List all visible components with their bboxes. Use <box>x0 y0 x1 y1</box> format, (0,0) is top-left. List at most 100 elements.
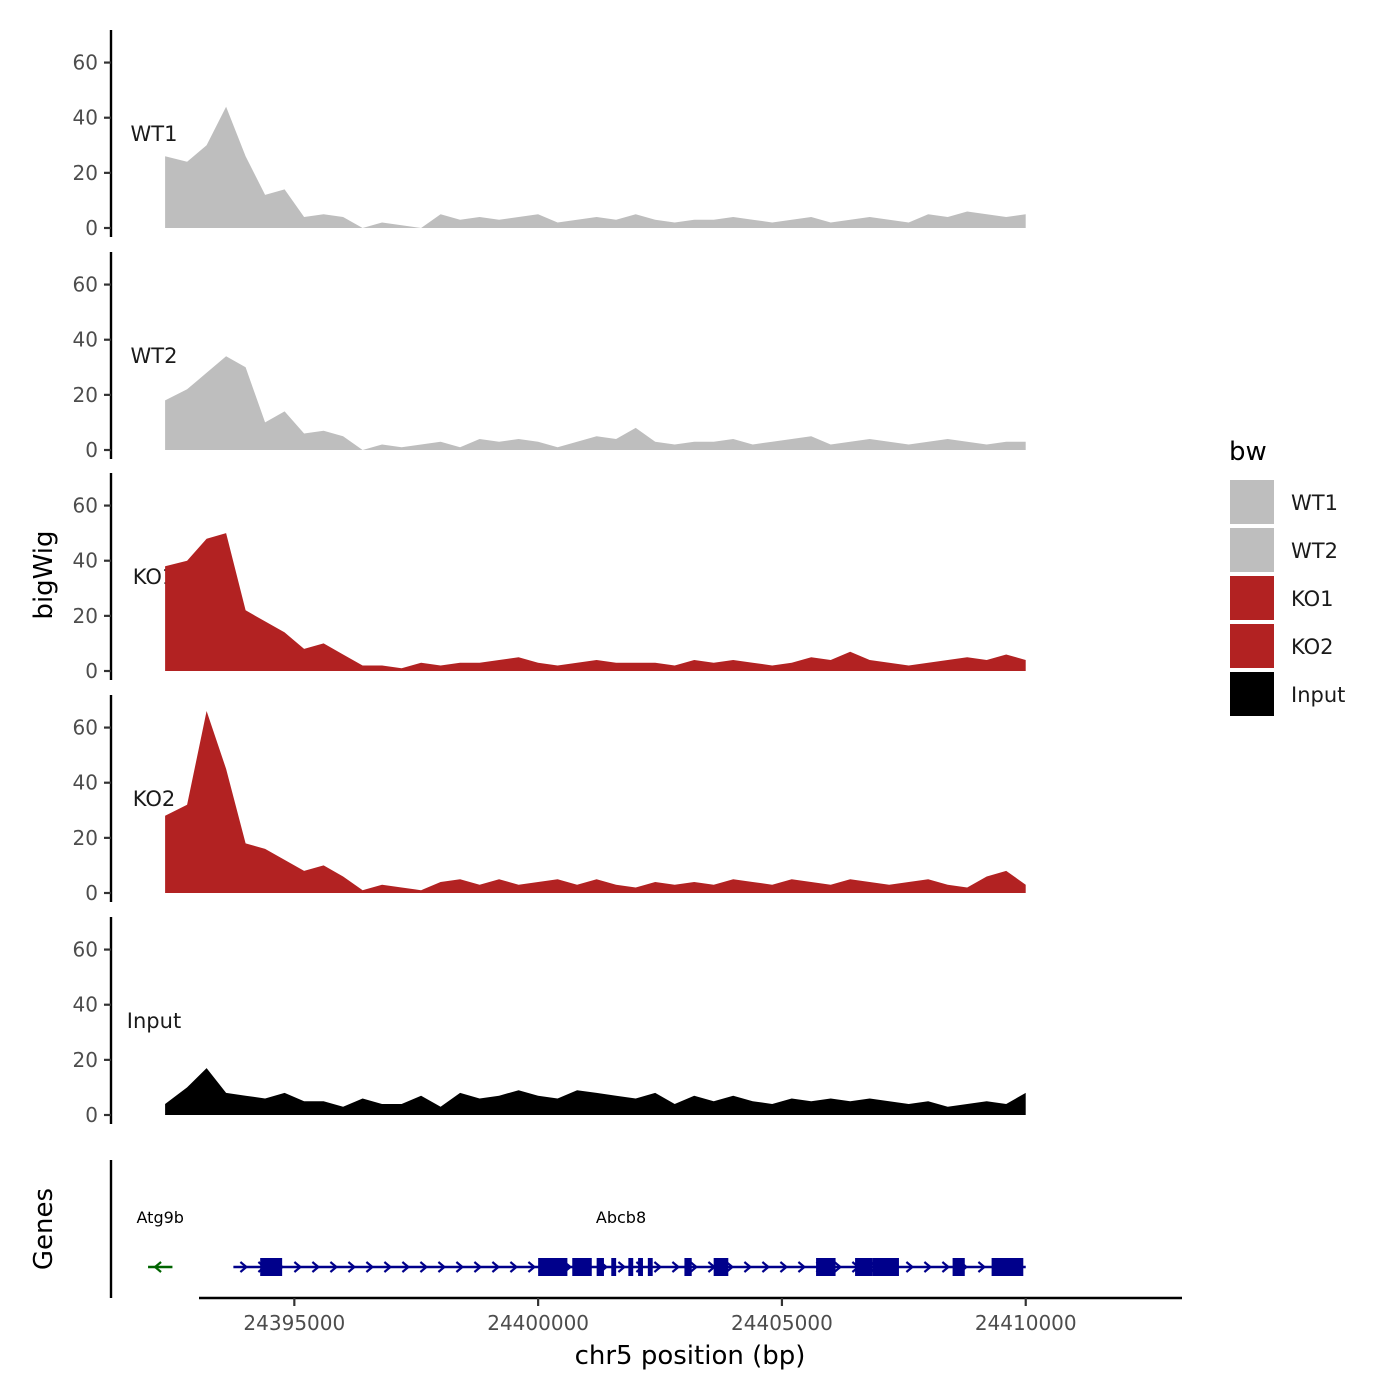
strand-chevron <box>329 1261 339 1273</box>
strand-chevron <box>311 1261 321 1273</box>
x-axis-title: chr5 position (bp) <box>575 1341 806 1371</box>
exon <box>628 1258 634 1276</box>
exon <box>855 1258 873 1276</box>
y-tick-label: 0 <box>85 659 98 683</box>
strand-chevron <box>365 1261 375 1273</box>
strand-chevron <box>617 1261 627 1273</box>
strand-chevron <box>725 1261 735 1273</box>
y-tick-label: 60 <box>73 273 98 297</box>
exon <box>872 1258 899 1276</box>
coverage-area-wt1 <box>165 106 1026 228</box>
y-tick-label: 40 <box>73 771 98 795</box>
y-axis-title: bigWig <box>29 530 59 619</box>
strand-chevron <box>671 1261 681 1273</box>
y-tick-label: 40 <box>73 106 98 130</box>
strand-chevron <box>689 1261 699 1273</box>
y-tick-label: 0 <box>85 438 98 462</box>
y-tick-label: 60 <box>73 51 98 75</box>
x-tick-label: 24400000 <box>487 1311 589 1335</box>
legend: bw WT1 WT2 KO1 KO2 Input <box>1229 437 1345 716</box>
legend-swatch <box>1230 624 1274 668</box>
genes-panel: Genes Atg9b Abcb8 <box>29 1160 1026 1298</box>
exon <box>596 1258 604 1276</box>
strand-chevron <box>347 1261 357 1273</box>
coverage-area-input <box>165 1068 1026 1115</box>
strand-chevron <box>293 1261 303 1273</box>
track-label: Input <box>127 1009 181 1033</box>
exon <box>684 1258 692 1276</box>
legend-swatch <box>1230 528 1274 572</box>
strand-chevron <box>779 1261 789 1273</box>
exon <box>638 1258 643 1276</box>
legend-title: bw <box>1229 437 1267 467</box>
y-tick-label: 20 <box>73 161 98 185</box>
strand-chevron <box>437 1261 447 1273</box>
y-tick-label: 40 <box>73 328 98 352</box>
exon <box>611 1258 617 1276</box>
y-tick-label: 20 <box>73 383 98 407</box>
strand-chevron <box>509 1261 519 1273</box>
legend-swatch <box>1230 480 1274 524</box>
y-tick-label: 0 <box>85 216 98 240</box>
track-label: KO2 <box>133 787 176 811</box>
exon <box>816 1258 836 1276</box>
legend-swatch <box>1230 576 1274 620</box>
strand-chevron <box>797 1261 807 1273</box>
legend-swatch <box>1230 672 1274 716</box>
y-tick-label: 20 <box>73 604 98 628</box>
track-label: WT2 <box>131 344 178 368</box>
strand-chevron <box>153 1261 162 1273</box>
strand-chevron <box>653 1261 663 1273</box>
legend-item-input: Input <box>1230 672 1345 716</box>
x-tick-label: 24395000 <box>243 1311 345 1335</box>
x-axis: 24395000 24400000 24405000 24410000 <box>199 1296 1182 1335</box>
coverage-area-ko2 <box>165 711 1026 893</box>
legend-label: WT2 <box>1291 539 1338 563</box>
x-tick-label: 24410000 <box>975 1311 1077 1335</box>
coverage-area-wt2 <box>165 356 1026 450</box>
strand-chevron <box>941 1261 951 1273</box>
exon <box>572 1258 592 1276</box>
strand-chevron <box>833 1261 843 1273</box>
legend-label: KO2 <box>1291 635 1334 659</box>
track-wt1: 0 20 40 60 WT1 <box>73 30 1026 240</box>
exon <box>713 1258 729 1276</box>
strand-chevron <box>977 1261 987 1273</box>
gene-abcb8: Abcb8 <box>233 1208 1026 1276</box>
strand-chevron <box>761 1261 771 1273</box>
track-wt2: 0 20 40 60 WT2 <box>73 252 1026 462</box>
y-tick-label: 40 <box>73 993 98 1017</box>
strand-chevron <box>383 1261 393 1273</box>
legend-label: WT1 <box>1291 491 1338 515</box>
gene-label: Abcb8 <box>596 1208 646 1227</box>
strand-chevron <box>923 1261 933 1273</box>
strand-chevron <box>527 1261 537 1273</box>
y-tick-label: 60 <box>73 494 98 518</box>
strand-chevron <box>905 1261 915 1273</box>
legend-item-wt2: WT2 <box>1230 528 1338 572</box>
y-tick-label: 20 <box>73 826 98 850</box>
strand-chevron <box>743 1261 753 1273</box>
exon <box>260 1258 283 1276</box>
track-input: 0 20 40 60 Input <box>73 917 1026 1127</box>
y-tick-label: 60 <box>73 716 98 740</box>
strand-chevron <box>455 1261 465 1273</box>
exon <box>647 1258 653 1276</box>
exon <box>952 1258 965 1276</box>
y-tick-label: 60 <box>73 938 98 962</box>
legend-item-ko1: KO1 <box>1230 576 1334 620</box>
strand-chevron <box>401 1261 411 1273</box>
track-ko2: 0 20 40 60 KO2 <box>73 695 1026 905</box>
coverage-area-ko1 <box>165 533 1026 671</box>
legend-label: KO1 <box>1291 587 1334 611</box>
legend-item-wt1: WT1 <box>1230 480 1338 524</box>
y-tick-label: 20 <box>73 1048 98 1072</box>
strand-chevron <box>491 1261 501 1273</box>
strand-chevron <box>419 1261 429 1273</box>
legend-item-ko2: KO2 <box>1230 624 1334 668</box>
legend-label: Input <box>1291 683 1345 707</box>
track-label: WT1 <box>131 122 178 146</box>
genes-axis-title: Genes <box>29 1188 59 1270</box>
